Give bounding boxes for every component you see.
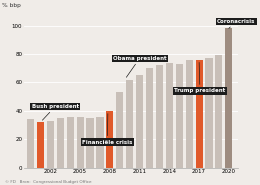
Bar: [47, 121, 54, 168]
Text: Bush president: Bush president: [31, 104, 79, 120]
Text: Obama president: Obama president: [113, 56, 166, 77]
Bar: [76, 117, 84, 168]
Bar: [126, 80, 133, 168]
Text: Trump president: Trump president: [174, 63, 225, 93]
Bar: [176, 64, 183, 168]
Bar: [57, 118, 64, 168]
Bar: [196, 60, 203, 168]
Bar: [225, 28, 232, 168]
Bar: [116, 92, 123, 168]
Bar: [156, 65, 163, 168]
Text: % bbp: % bbp: [2, 3, 21, 8]
Bar: [96, 117, 103, 168]
Bar: [37, 122, 44, 168]
Text: Financiële crisis: Financiële crisis: [82, 114, 133, 145]
Bar: [27, 119, 34, 168]
Bar: [186, 60, 193, 168]
Bar: [136, 75, 143, 168]
Text: © FD   Bron:  Congressional Budget Office: © FD Bron: Congressional Budget Office: [5, 180, 92, 184]
Bar: [87, 118, 94, 168]
Bar: [215, 55, 223, 168]
Bar: [106, 111, 113, 168]
Text: Coronacrisis: Coronacrisis: [217, 19, 255, 28]
Bar: [166, 63, 173, 168]
Bar: [146, 68, 153, 168]
Bar: [205, 58, 213, 168]
Bar: [67, 117, 74, 168]
